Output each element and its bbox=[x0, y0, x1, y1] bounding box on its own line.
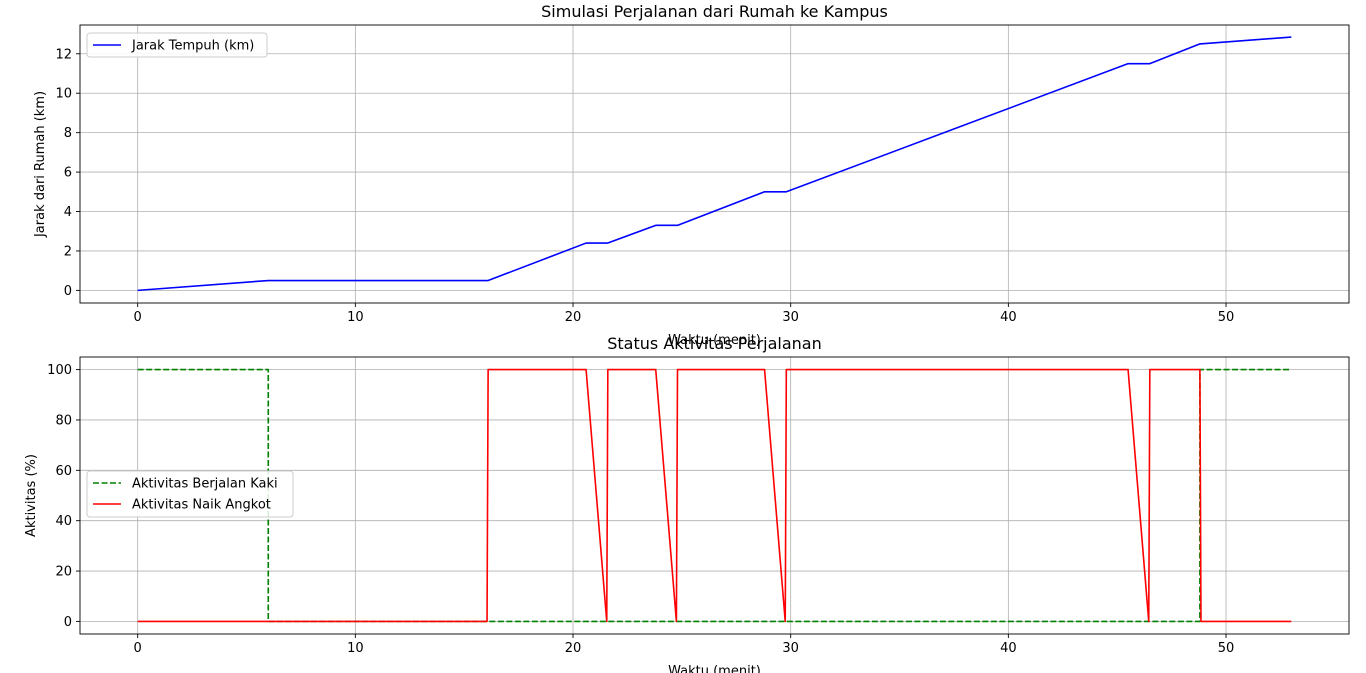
x-tick-label: 50 bbox=[1218, 641, 1235, 656]
legend-label-1: Jarak Tempuh (km) bbox=[131, 39, 254, 54]
y-tick-label: 0 bbox=[64, 284, 72, 299]
y-tick-label: 12 bbox=[55, 47, 72, 62]
x-tick-label: 50 bbox=[1218, 310, 1235, 325]
legend: Aktivitas Berjalan Kaki Aktivitas Naik An… bbox=[86, 470, 294, 518]
y-tick-label: 6 bbox=[64, 166, 72, 181]
x-tick-label: 10 bbox=[347, 310, 364, 325]
x-tick-label: 40 bbox=[1000, 641, 1017, 656]
plot-frame bbox=[79, 356, 1350, 635]
y-axis-label: Aktivitas (%) bbox=[24, 454, 39, 537]
legend-label-1: Aktivitas Berjalan Kaki bbox=[132, 477, 278, 492]
y-tick-label: 80 bbox=[55, 413, 72, 428]
chart-title: Status Aktivitas Perjalanan bbox=[607, 334, 822, 353]
series-line-2 bbox=[137, 368, 1292, 623]
x-tick-label: 0 bbox=[134, 310, 142, 325]
y-tick-label: 0 bbox=[64, 615, 72, 630]
series-line-1 bbox=[137, 368, 1292, 623]
y-tick-label: 2 bbox=[64, 244, 72, 259]
legend: Jarak Tempuh (km) bbox=[86, 32, 268, 58]
x-tick-label: 30 bbox=[782, 641, 799, 656]
plot-frame bbox=[79, 24, 1350, 304]
x-tick-label: 40 bbox=[1000, 310, 1017, 325]
y-tick-label: 60 bbox=[55, 464, 72, 479]
legend-label-2: Aktivitas Naik Angkot bbox=[132, 498, 271, 513]
chart-panel-2: 0 10 20 30 40 50 0 20 40 60 80 100 Status Aktivitas … bbox=[24, 334, 1350, 673]
x-tick-label: 20 bbox=[565, 641, 582, 656]
y-tick-label: 4 bbox=[64, 205, 72, 220]
y-tick-label: 8 bbox=[64, 126, 72, 141]
legend-box bbox=[86, 32, 268, 58]
x-tick-label: 20 bbox=[565, 310, 582, 325]
y-tick-label: 20 bbox=[55, 565, 72, 580]
x-axis-label: Waktu (menit) bbox=[668, 333, 761, 348]
chart-panel-1: 0 10 20 30 40 50 0 2 4 6 8 10 12 Simulasi Perjalanan … bbox=[33, 2, 1350, 348]
chart-title: Simulasi Perjalanan dari Rumah ke Kampus bbox=[541, 2, 888, 21]
legend-box bbox=[86, 470, 294, 518]
x-tick-label: 0 bbox=[134, 641, 142, 656]
x-axis-label: Waktu (menit) bbox=[668, 664, 761, 673]
x-tick-label: 30 bbox=[782, 310, 799, 325]
series-line-1 bbox=[137, 36, 1292, 292]
y-tick-label: 100 bbox=[47, 363, 72, 378]
y-tick-label: 40 bbox=[55, 514, 72, 529]
y-axis-label: Jarak dari Rumah (km) bbox=[33, 91, 48, 238]
y-tick-label: 10 bbox=[55, 87, 72, 102]
x-tick-label: 10 bbox=[347, 641, 364, 656]
